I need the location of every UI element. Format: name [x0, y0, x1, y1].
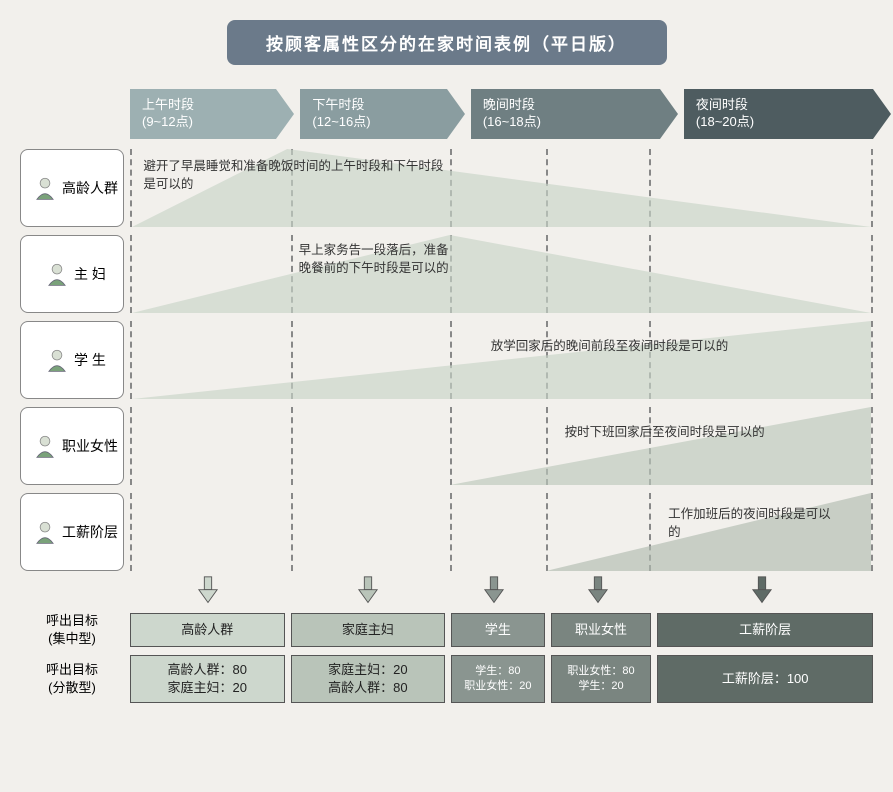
- down-arrow-icon: [587, 575, 609, 604]
- down-arrow-icon: [197, 575, 219, 604]
- grid-vline: [450, 407, 452, 485]
- down-arrow-icon: [751, 575, 773, 604]
- person-icon: [32, 175, 58, 201]
- time-slot-label: 晚间时段: [483, 97, 660, 114]
- person-icon: [44, 261, 70, 287]
- group-note: 工作加班后的夜间时段是可以的: [664, 503, 841, 543]
- time-slot-0: 上午时段(9~12点): [130, 89, 276, 139]
- time-slot-sub: (12~16点): [312, 114, 446, 131]
- time-slot-2: 晚间时段(16~18点): [471, 89, 660, 139]
- group-row-4: 工作加班后的夜间时段是可以的: [130, 493, 873, 571]
- chart-grid: 上午时段(9~12点)下午时段(12~16点)晚间时段(16~18点)夜间时段(…: [20, 89, 873, 707]
- title-banner: 按顾客属性区分的在家时间表例（平日版）: [227, 20, 667, 65]
- group-label-3: 职业女性: [20, 407, 124, 485]
- targets-concentrated-label: 呼出目标(集中型): [20, 609, 130, 651]
- time-headers: 上午时段(9~12点)下午时段(12~16点)晚间时段(16~18点)夜间时段(…: [130, 89, 873, 139]
- group-row-2: 放学回家后的晚间前段至夜间时段是可以的: [130, 321, 873, 399]
- availability-shape: [132, 321, 871, 399]
- group-name: 高龄人群: [62, 178, 118, 198]
- group-label-4: 工薪阶层: [20, 493, 124, 571]
- down-arrow-3: [587, 575, 609, 605]
- grid-vline: [291, 407, 293, 485]
- targets-dispersed-box-1: 家庭主妇：20高龄人群：80: [291, 655, 446, 703]
- targets-dispersed-box-0: 高龄人群：80家庭主妇：20: [130, 655, 285, 703]
- down-arrow-4: [751, 575, 773, 605]
- targets-dispersed-box-2: 学生：80职业女性：20: [451, 655, 545, 703]
- group-note: 放学回家后的晚间前段至夜间时段是可以的: [487, 335, 783, 357]
- down-arrow-0: [197, 575, 219, 605]
- time-slot-label: 上午时段: [142, 97, 276, 114]
- targets-dispersed: 高龄人群：80家庭主妇：20家庭主妇：20高龄人群：80学生：80职业女性：20…: [130, 655, 873, 703]
- targets-concentrated-box-2: 学生: [451, 613, 545, 647]
- group-name: 学 生: [74, 350, 106, 370]
- targets-concentrated-box-1: 家庭主妇: [291, 613, 446, 647]
- targets-concentrated-box-0: 高龄人群: [130, 613, 285, 647]
- targets-concentrated-box-3: 职业女性: [551, 613, 652, 647]
- targets-dispersed-box-3: 职业女性：80学生：20: [551, 655, 652, 703]
- time-slot-sub: (18~20点): [696, 114, 873, 131]
- group-row-1: 早上家务告一段落后，准备晚餐前的下午时段是可以的: [130, 235, 873, 313]
- time-slot-sub: (9~12点): [142, 114, 276, 131]
- availability-shape: [450, 407, 871, 485]
- group-note: 避开了早晨睡觉和准备晚饭时间的上午时段和下午时段是可以的: [139, 155, 449, 195]
- time-slot-1: 下午时段(12~16点): [300, 89, 446, 139]
- down-arrow-icon: [357, 575, 379, 604]
- group-name: 工薪阶层: [62, 522, 118, 542]
- targets-dispersed-box-4: 工薪阶层：100: [657, 655, 873, 703]
- group-name: 主 妇: [74, 264, 106, 284]
- group-row-0: 避开了早晨睡觉和准备晚饭时间的上午时段和下午时段是可以的: [130, 149, 873, 227]
- group-label-1: 主 妇: [20, 235, 124, 313]
- targets-concentrated: 高龄人群家庭主妇学生职业女性工薪阶层: [130, 613, 873, 647]
- grid-vline: [450, 493, 452, 571]
- person-icon: [44, 347, 70, 373]
- time-slot-3: 夜间时段(18~20点): [684, 89, 873, 139]
- down-arrow-1: [357, 575, 379, 605]
- down-arrow-2: [483, 575, 505, 605]
- targets-dispersed-label: 呼出目标(分散型): [20, 651, 130, 707]
- group-note: 早上家务告一段落后，准备晚餐前的下午时段是可以的: [295, 239, 458, 279]
- grid-vline: [291, 493, 293, 571]
- grid-vline: [546, 493, 548, 571]
- person-icon: [32, 433, 58, 459]
- group-name: 职业女性: [62, 436, 118, 456]
- group-label-0: 高龄人群: [20, 149, 124, 227]
- group-label-2: 学 生: [20, 321, 124, 399]
- down-arrows-row: [130, 575, 873, 609]
- time-slot-label: 夜间时段: [696, 97, 873, 114]
- availability-shape: [132, 235, 871, 313]
- group-row-3: 按时下班回家后至夜间时段是可以的: [130, 407, 873, 485]
- down-arrow-icon: [483, 575, 505, 604]
- title-text: 按顾客属性区分的在家时间表例（平日版）: [266, 35, 627, 54]
- person-icon: [32, 519, 58, 545]
- time-slot-sub: (16~18点): [483, 114, 660, 131]
- time-slot-label: 下午时段: [312, 97, 446, 114]
- group-note: 按时下班回家后至夜间时段是可以的: [561, 421, 827, 443]
- targets-concentrated-box-4: 工薪阶层: [657, 613, 873, 647]
